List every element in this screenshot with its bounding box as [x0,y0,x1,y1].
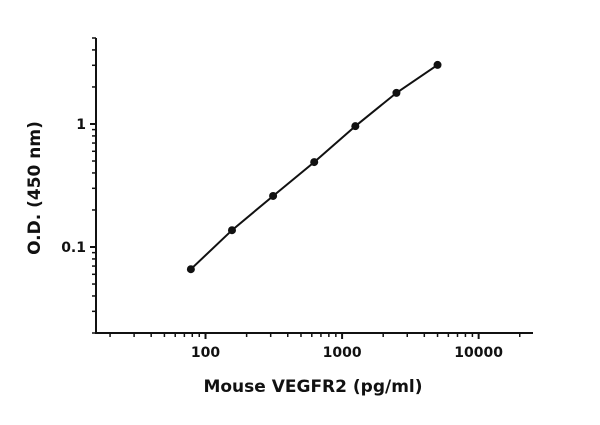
data-point [186,265,195,274]
y-tick-label: 1 [76,117,86,133]
axes: 100 1000 10000 0.1 1 [61,37,533,361]
data-point [351,122,360,131]
data-point [310,158,319,167]
series-line [190,64,439,270]
y-tick-label: 0.1 [61,240,86,256]
data-point [392,88,401,97]
data-point [227,226,236,235]
x-tick-label: 1000 [323,345,362,361]
x-tick-label: 100 [191,345,220,361]
x-axis-label: Mouse VEGFR2 (pg/ml) [203,377,422,397]
x-tick-label: 10000 [454,345,503,361]
marks [186,60,442,274]
y-axis-label: O.D. (450 nm) [25,121,45,255]
data-point [433,60,442,69]
data-point [269,191,278,200]
